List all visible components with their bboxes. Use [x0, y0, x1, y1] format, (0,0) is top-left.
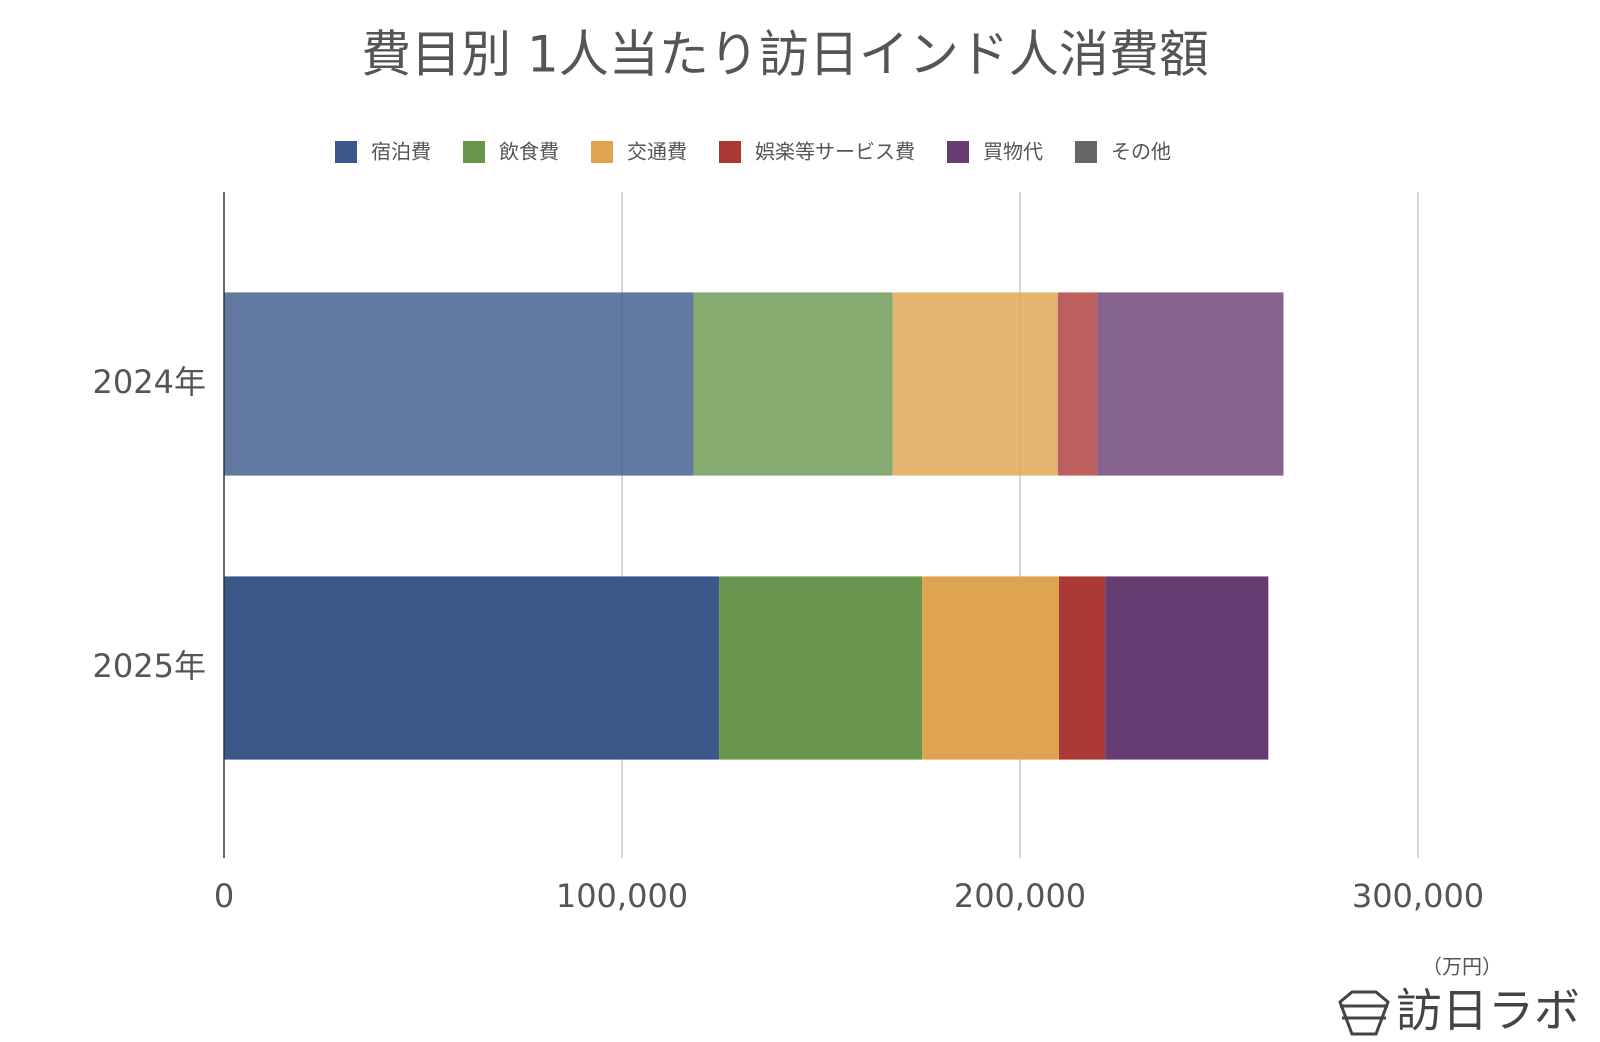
- legend-swatch: [947, 141, 969, 163]
- bar-segment: [693, 292, 893, 476]
- x-tick-label: 200,000: [954, 877, 1086, 915]
- bars: [224, 292, 1284, 760]
- x-tick-label: 100,000: [556, 877, 688, 915]
- chart-title: 費目別 1人当たり訪日インド人消費額: [361, 26, 1209, 84]
- bar-segment: [224, 292, 694, 476]
- logo-text: 訪日ラボ: [1396, 984, 1580, 1038]
- legend-label: 交通費: [627, 140, 687, 164]
- y-tick-label: 2025年: [93, 647, 206, 685]
- legend-label: 飲食費: [499, 140, 559, 164]
- legend-label: 娯楽等サービス費: [755, 140, 915, 164]
- logo-icon: [1338, 990, 1390, 1036]
- legend-label: その他: [1111, 140, 1171, 164]
- bar-segment: [1059, 576, 1106, 760]
- bar-segment: [1105, 576, 1269, 760]
- x-tick-label: 300,000: [1352, 877, 1484, 915]
- bar-segment: [1097, 292, 1284, 476]
- legend-swatch: [591, 141, 613, 163]
- legend-swatch: [463, 141, 485, 163]
- bar-segment: [224, 576, 720, 760]
- legend-label: 買物代: [983, 140, 1043, 164]
- legend-swatch: [719, 141, 741, 163]
- y-tick-label: 2024年: [93, 363, 206, 401]
- x-tick-label: 0: [214, 877, 234, 915]
- bar-segment: [719, 576, 923, 760]
- bar-segment: [1057, 292, 1098, 476]
- legend-label: 宿泊費: [371, 140, 431, 164]
- legend-swatch: [1075, 141, 1097, 163]
- legend-swatch: [335, 141, 357, 163]
- legend: 宿泊費 飲食費 交通費 娯楽等サービス費 買物代 その他: [335, 140, 1171, 164]
- bar-segment: [922, 576, 1060, 760]
- logo: 訪日ラボ: [1338, 984, 1580, 1038]
- unit-label: （万円）: [1422, 955, 1502, 979]
- bar-segment: [892, 292, 1058, 476]
